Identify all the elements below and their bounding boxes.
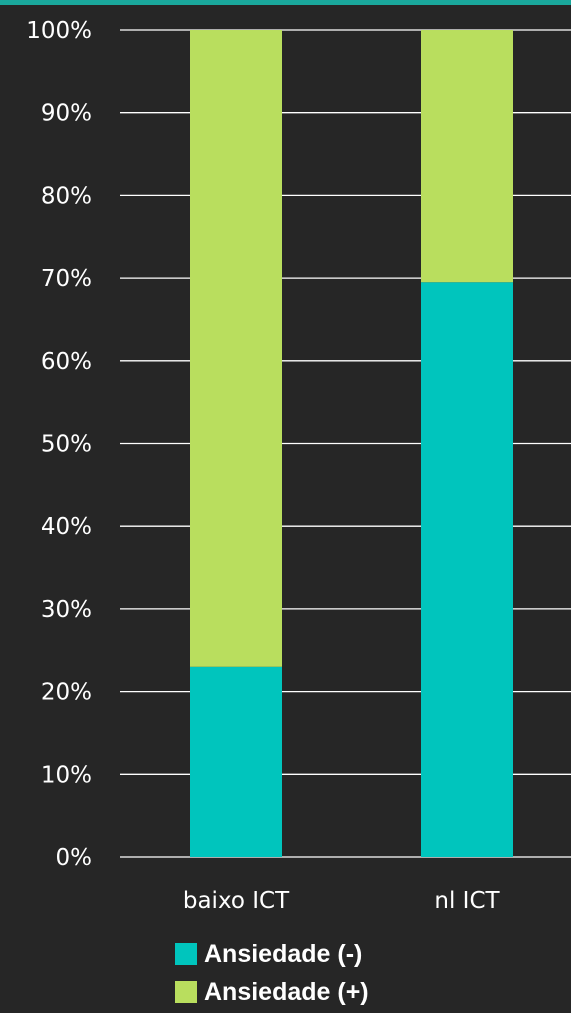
y-tick-label: 60% bbox=[41, 349, 92, 375]
y-tick-label: 30% bbox=[41, 597, 92, 623]
legend-swatch bbox=[175, 981, 197, 1003]
legend: Ansiedade (-) Ansiedade (+) bbox=[175, 935, 369, 1011]
x-category-label: nl ICT bbox=[434, 888, 500, 914]
legend-item-ansiedade-pos: Ansiedade (+) bbox=[175, 973, 369, 1011]
legend-item-ansiedade-neg: Ansiedade (-) bbox=[175, 935, 369, 973]
bar-segment bbox=[421, 282, 513, 857]
bar-segment bbox=[190, 30, 282, 667]
y-tick-label: 40% bbox=[41, 514, 92, 540]
y-tick-label: 80% bbox=[41, 183, 92, 209]
top-accent-bar bbox=[0, 0, 571, 5]
y-tick-label: 90% bbox=[41, 101, 92, 127]
bar-segment bbox=[421, 30, 513, 283]
bars bbox=[190, 30, 513, 857]
y-tick-label: 70% bbox=[41, 266, 92, 292]
x-axis-category-labels: baixo ICT nl ICT bbox=[183, 888, 501, 914]
bar-segment bbox=[190, 666, 282, 857]
y-tick-label: 0% bbox=[56, 845, 93, 871]
y-tick-label: 10% bbox=[41, 762, 92, 788]
legend-label: Ansiedade (-) bbox=[204, 939, 363, 968]
x-category-label: baixo ICT bbox=[183, 888, 290, 914]
y-tick-label: 100% bbox=[26, 18, 92, 44]
y-tick-label: 20% bbox=[41, 680, 92, 706]
y-axis-tick-labels: 0% 10% 20% 30% 40% 50% 60% 70% 80% 90% 100% bbox=[26, 18, 92, 871]
y-tick-label: 50% bbox=[41, 432, 92, 458]
legend-label: Ansiedade (+) bbox=[204, 977, 369, 1006]
legend-swatch bbox=[175, 943, 197, 965]
